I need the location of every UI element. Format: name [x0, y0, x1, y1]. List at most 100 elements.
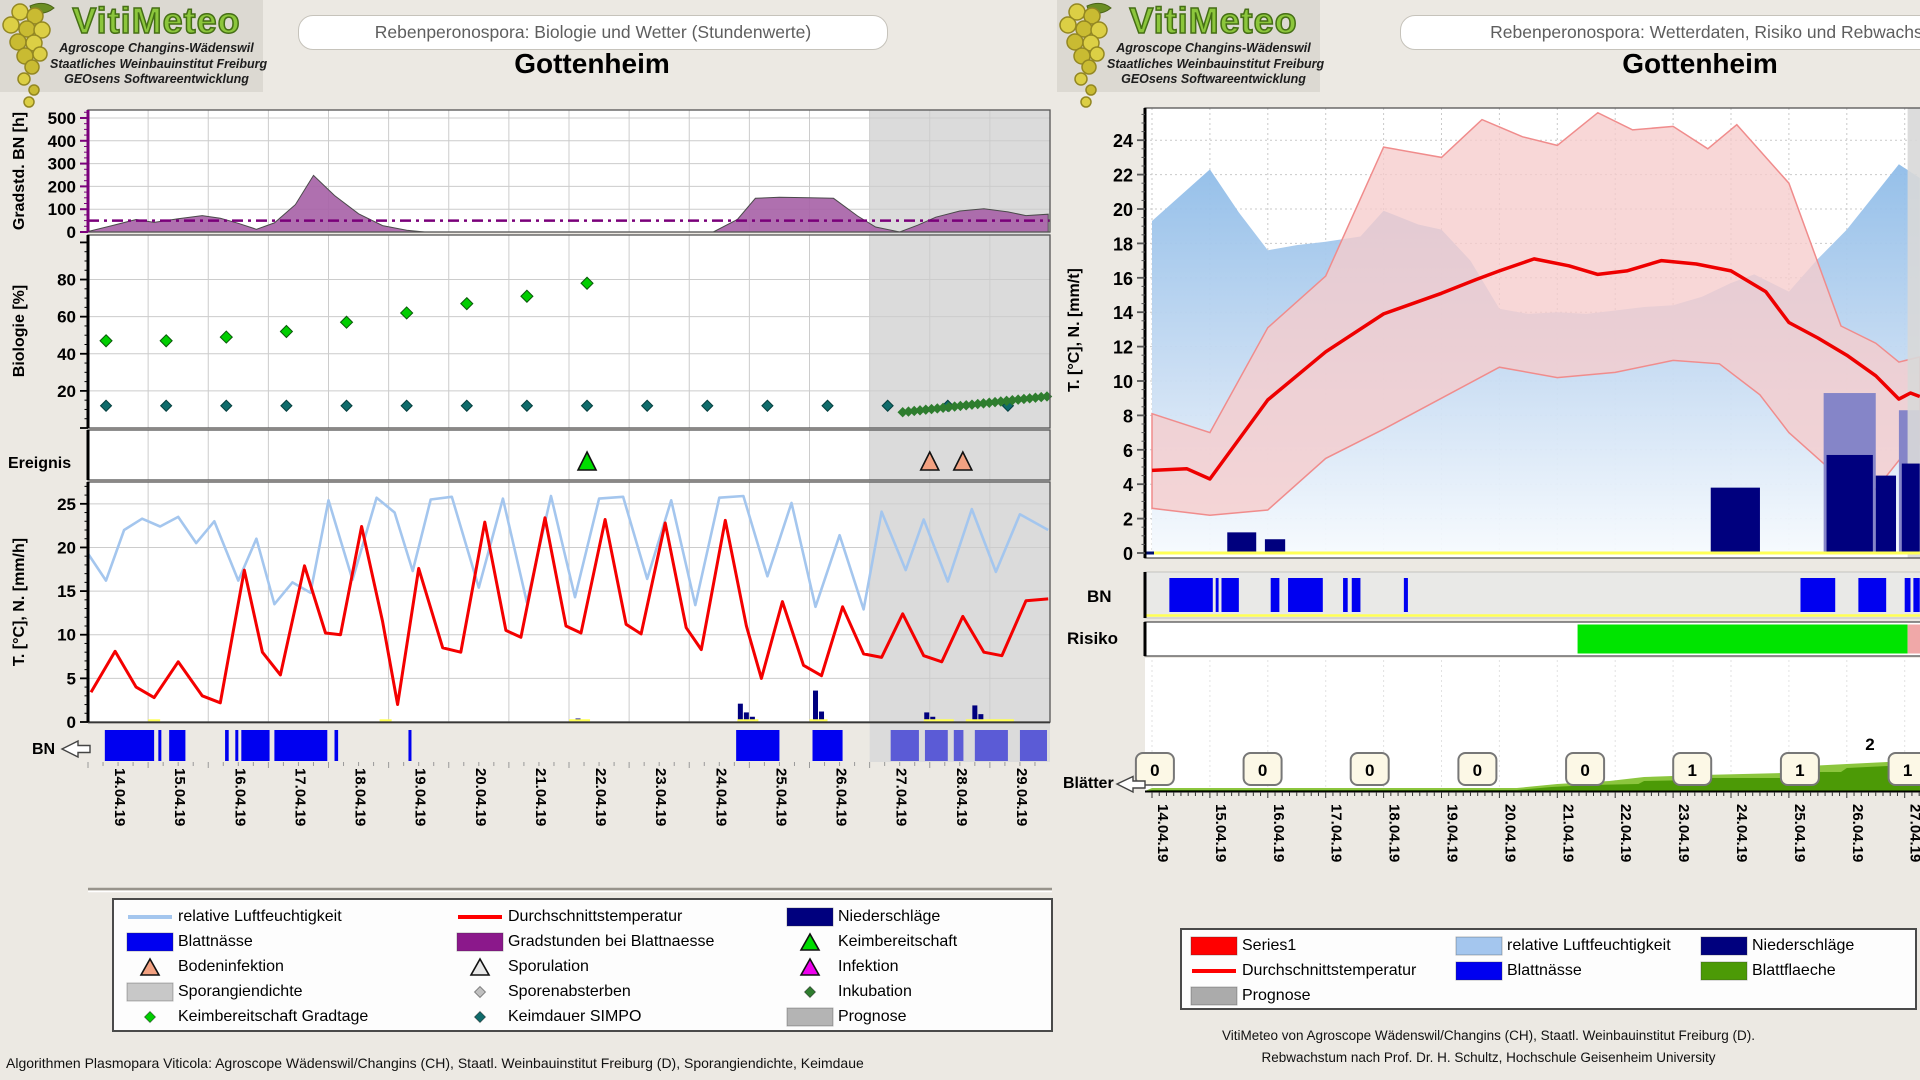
svg-text:40: 40: [57, 345, 76, 364]
precipitation-bar: [1826, 454, 1873, 553]
svg-text:25.04.19: 25.04.19: [1791, 804, 1808, 862]
svg-text:29.04.19: 29.04.19: [1013, 768, 1030, 826]
svg-text:24.04.19: 24.04.19: [1733, 804, 1750, 862]
svg-text:0: 0: [1123, 544, 1133, 564]
blaetter-count-badge: [1242, 752, 1283, 786]
right-footer-line1: VitiMeteo von Agroscope Wädenswil/Changi…: [1222, 1028, 1755, 1043]
left-footer-text: Algorithmen Plasmopara Viticola: Agrosco…: [6, 1055, 864, 1071]
legend-swatch-tri: [782, 956, 838, 977]
logo-subline: GEOsens Softwareentwicklung: [1121, 72, 1306, 86]
risiko-green-bar: [1577, 624, 1908, 654]
left-legend: relative Luftfeuchtigkeit Blattnässe Boden…: [112, 898, 1053, 1032]
blattnaesse-bar: [1351, 578, 1361, 612]
svg-text:BN: BN: [32, 741, 55, 758]
blattnaesse-bar: [1904, 578, 1911, 612]
legend-label: Blattflaeche: [1752, 961, 1836, 979]
svg-text:20: 20: [1113, 200, 1133, 220]
legend-swatch-dia: [122, 1007, 178, 1027]
right-legend: Series1 Durchschnittstemperatur Prognose re…: [1180, 928, 1917, 1010]
legend-swatch-tri: [122, 956, 178, 977]
scroll-left-arrow[interactable]: [1115, 775, 1146, 794]
svg-text:8: 8: [1123, 406, 1133, 426]
legend-label: Keimbereitschaft Gradtage: [178, 1007, 369, 1025]
svg-text:0: 0: [1473, 761, 1482, 780]
svg-text:0: 0: [67, 223, 76, 242]
svg-text:15: 15: [57, 582, 76, 601]
svg-text:T. [°C], N. [mm/h]: T. [°C], N. [mm/h]: [11, 538, 28, 666]
svg-text:10: 10: [1113, 372, 1133, 392]
legend-item: Durchschnittstemperatur: [452, 904, 782, 929]
svg-text:Ereignis: Ereignis: [8, 455, 71, 472]
scroll-left-arrow[interactable]: [60, 739, 91, 759]
blattnaesse-bar: [890, 730, 919, 761]
risiko-pink-bar: [1907, 624, 1920, 654]
svg-text:300: 300: [48, 155, 76, 174]
legend-item: relative Luftfeuchtigkeit: [122, 904, 452, 929]
svg-text:0: 0: [67, 713, 76, 732]
svg-text:15.04.19: 15.04.19: [1212, 804, 1229, 862]
svg-text:27.04.19: 27.04.19: [893, 768, 910, 826]
svg-text:6: 6: [1123, 441, 1133, 461]
ereignis-marker: [952, 450, 974, 471]
legend-item: relative Luftfeuchtigkeit: [1451, 933, 1696, 958]
svg-text:15.04.19: 15.04.19: [171, 768, 188, 826]
legend-label: Infektion: [838, 957, 899, 975]
legend-item: Gradstunden bei Blattnaesse: [452, 929, 782, 954]
svg-text:0: 0: [1258, 761, 1267, 780]
svg-text:17.04.19: 17.04.19: [1328, 804, 1345, 862]
svg-text:2: 2: [1123, 510, 1133, 530]
svg-text:23.04.19: 23.04.19: [652, 768, 669, 826]
legend-item: Sporulation: [452, 954, 782, 979]
blattnaesse-bar: [1169, 578, 1213, 612]
legend-swatch-box: [1696, 961, 1752, 981]
svg-text:16: 16: [1113, 269, 1133, 289]
svg-text:Biologie [%]: Biologie [%]: [11, 285, 28, 377]
grape-logo-icon: [1059, 2, 1112, 108]
legend-swatch-box: [782, 907, 838, 927]
svg-text:27.04.19: 27.04.19: [1907, 804, 1920, 862]
legend-label: relative Luftfeuchtigkeit: [178, 907, 342, 925]
legend-swatch-line: [1186, 961, 1242, 981]
svg-text:14.04.19: 14.04.19: [1154, 804, 1171, 862]
vitimeteo-logo: VitiMeteo Agroscope Changins-Wädenswil S…: [0, 0, 268, 92]
svg-text:16.04.19: 16.04.19: [1270, 804, 1287, 862]
legend-item: Keimbereitschaft: [782, 929, 1042, 954]
svg-text:21.04.19: 21.04.19: [532, 768, 549, 826]
svg-text:100: 100: [48, 200, 76, 219]
svg-text:2: 2: [1865, 735, 1874, 754]
logo-subline: Staatliches Weinbauinstitut Freiburg: [50, 56, 268, 71]
mean-temperature-line: [1151, 257, 1920, 481]
blaetter-count-badge: [1565, 752, 1606, 786]
svg-text:5: 5: [67, 669, 76, 688]
legend-item: Durchschnittstemperatur: [1186, 958, 1451, 983]
precipitation-bar: [1264, 539, 1286, 553]
logo-subline: Staatliches Weinbauinstitut Freiburg: [1107, 56, 1325, 71]
legend-label: Durchschnittstemperatur: [508, 907, 683, 925]
legend-swatch-dia: [452, 982, 508, 1002]
legend-swatch-tri: [782, 931, 838, 952]
legend-label: Keimdauer SIMPO: [508, 1007, 642, 1025]
blaetter-count-badge: [1672, 752, 1713, 786]
svg-text:18.04.19: 18.04.19: [352, 768, 369, 826]
legend-label: Inkubation: [838, 982, 912, 1000]
blattnaesse-bar: [1270, 578, 1280, 612]
left-chart: 0 100 200 300 400 500 20 40 60 80 0 5 10 15 20 25 Gradst…: [8, 109, 1053, 893]
blattnaesse-bar: [924, 730, 948, 761]
svg-text:28.04.19: 28.04.19: [953, 768, 970, 826]
vitimeteo-wordmark: VitiMeteo: [1129, 0, 1298, 41]
svg-text:24.04.19: 24.04.19: [712, 768, 729, 826]
legend-label: Niederschläge: [838, 907, 941, 925]
right-chart-panel: 0 2 4 6 8 10 12 14 16 18 20 22 24 T. [°C], N. [mm/t] B…: [1057, 0, 1920, 1080]
svg-text:Blätter: Blätter: [1063, 775, 1114, 792]
left-chart-panel: 0 100 200 300 400 500 20 40 60 80 0 5 10 15 20 25 Gradst…: [0, 0, 1053, 1071]
legend-swatch-box: [1696, 936, 1752, 956]
ereignis-marker: [919, 450, 941, 471]
temperature-line: [89, 516, 1049, 706]
logo-subline: Agroscope Changins-Wädenswil: [1116, 41, 1311, 55]
legend-swatch-box: [782, 1007, 838, 1027]
svg-text:25: 25: [57, 495, 76, 514]
svg-text:400: 400: [48, 132, 76, 151]
ereignis-marker: [576, 450, 598, 471]
svg-text:20.04.19: 20.04.19: [472, 768, 489, 826]
